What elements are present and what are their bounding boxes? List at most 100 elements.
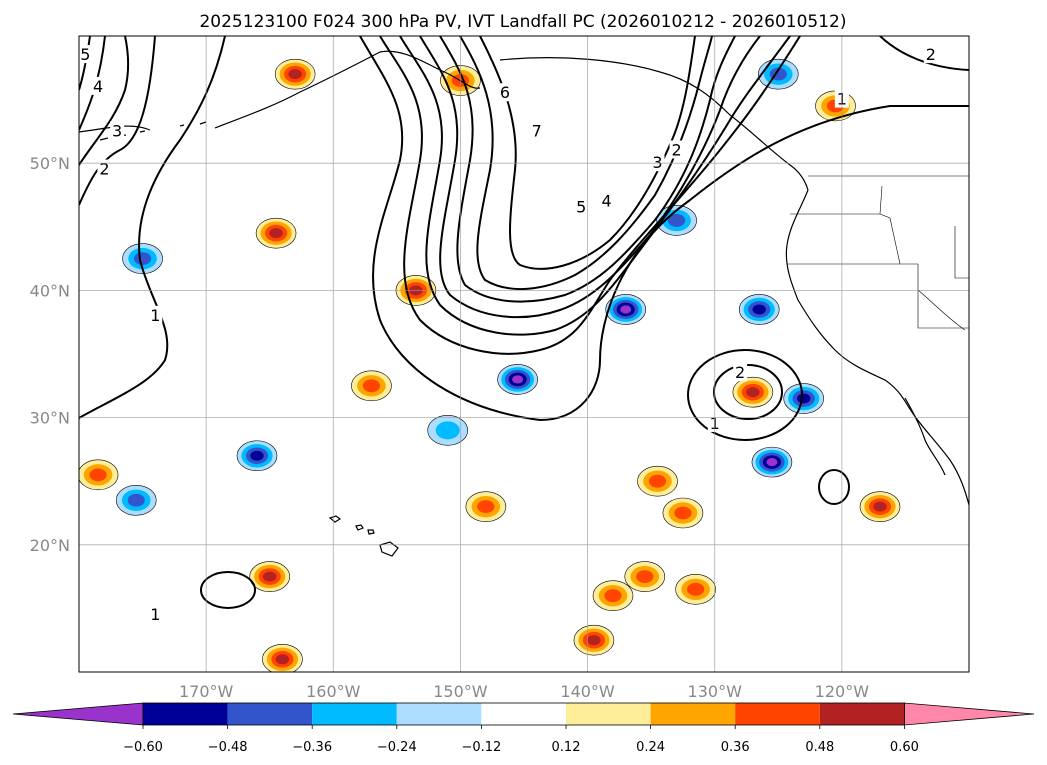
pc-fill (687, 582, 705, 596)
colorbar-segment (227, 703, 313, 725)
pc-feature (573, 624, 615, 656)
pc-fill (752, 304, 766, 315)
colorbar-segment (481, 703, 566, 725)
pc-feature (675, 574, 716, 605)
pc-fill (667, 214, 686, 227)
pc-feature (757, 58, 799, 90)
map-background (79, 36, 969, 672)
pc-fill (250, 450, 264, 461)
pc-shading-layer (79, 58, 901, 672)
pc-feature (274, 58, 316, 90)
pc-fill (263, 571, 277, 582)
y-tick-label: 30°N (30, 409, 70, 428)
pc-fill (133, 252, 152, 265)
x-tick-labels: 170°W 160°W 150°W 140°W 130°W 120°W (179, 682, 869, 701)
pc-feature (732, 376, 774, 408)
colorbar-tick-label: 0.36 (721, 740, 750, 755)
contour-label-bg (574, 197, 589, 216)
contour-label-bg (78, 45, 93, 64)
pc-feature (351, 370, 392, 402)
contour-1-west (79, 36, 226, 419)
pc-fill (269, 228, 283, 239)
pc-fill (746, 387, 760, 398)
colorbar-segment (819, 703, 905, 725)
x-tick-label: 130°W (688, 682, 743, 701)
map-frame (78, 35, 970, 673)
pc-fill (275, 654, 290, 665)
contour-label: 2 (671, 140, 681, 159)
colorbar-segment (566, 703, 651, 725)
hawaii-islands (328, 515, 399, 557)
contour-label: 1 (150, 605, 160, 624)
contour-label: 5 (80, 45, 90, 64)
pc-feature (624, 561, 666, 592)
contour-label: 4 (602, 191, 612, 210)
contour-label: 3 (652, 153, 662, 172)
pc-fill (873, 501, 887, 512)
contour-label: 2 (926, 45, 936, 64)
pv-contours (79, 36, 969, 609)
colorbar-tick-label: 0.24 (636, 740, 665, 755)
contour-5-main (439, 36, 736, 303)
colorbar-segment (735, 703, 820, 725)
pc-fill (362, 379, 381, 393)
contour-2-west (79, 36, 156, 206)
pc-fill (288, 69, 302, 80)
pc-feature (255, 217, 297, 249)
colorbar-tick-label: −0.24 (377, 740, 417, 755)
chart-title: 2025123100 F024 300 hPa PV, IVT Landfall… (199, 12, 846, 32)
pc-fill (127, 493, 145, 507)
baja-coast (904, 397, 946, 476)
contour-label-bg (733, 363, 748, 382)
pc-fill (512, 375, 524, 384)
pc-feature (751, 446, 793, 478)
nv-az-border (954, 226, 969, 279)
colorbar-extend-high (904, 702, 1035, 726)
pc-feature (859, 491, 901, 522)
colorbar-extend-low (12, 702, 144, 726)
colorbar-tick-label: 0.48 (805, 740, 834, 755)
contour-2-main (379, 36, 801, 355)
contour-label: 2 (735, 363, 745, 382)
contour-label-bg (529, 121, 544, 140)
contour-1-small-ring (818, 469, 850, 505)
y-tick-label: 20°N (30, 536, 70, 555)
pc-fill (435, 421, 460, 440)
contour-label: 1 (150, 306, 160, 325)
contour-label-bg (650, 153, 665, 172)
x-tick-label: 170°W (179, 682, 234, 701)
pc-fill (648, 474, 667, 488)
pc-feature (662, 497, 704, 529)
contour-label-bg (148, 604, 163, 623)
colorbar-segment (650, 703, 736, 725)
gridlines (79, 36, 969, 672)
pc-fill (766, 458, 778, 467)
y-tick-label: 50°N (30, 154, 70, 173)
contour-7-main (479, 36, 696, 270)
colorbar-segment (312, 703, 397, 725)
contour-label-bg (599, 191, 614, 210)
colorbar-segment (143, 703, 228, 725)
colorbar-tick-label: −0.48 (208, 740, 248, 755)
colorbar-tick-label: 0.12 (552, 740, 581, 755)
pc-feature (465, 491, 507, 522)
pc-feature (236, 440, 278, 472)
contour-label-bg (110, 121, 125, 140)
colorbar-tick-label: 0.60 (890, 740, 919, 755)
contour-label-bg (148, 305, 163, 324)
pc-fill (587, 635, 601, 646)
contour-2-east-ring (713, 364, 783, 420)
north-america-coast (785, 189, 969, 506)
pc-feature (79, 459, 119, 491)
pc-feature (122, 243, 163, 274)
pc-feature (497, 364, 538, 395)
pc-fill (674, 506, 692, 520)
contour-label-bg (669, 140, 684, 159)
contour-1-main (359, 36, 969, 422)
colorbar-frame (142, 702, 905, 726)
contour-label-bg (497, 83, 512, 102)
contour-label-bg (97, 159, 112, 178)
contour-1-east-ring (687, 349, 803, 441)
